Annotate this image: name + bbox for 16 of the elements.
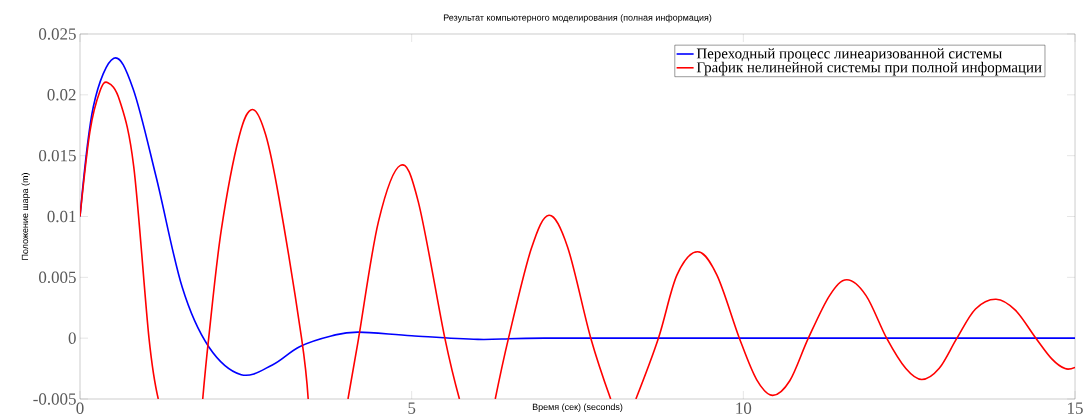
y-tick-label: 0.015 bbox=[39, 149, 76, 162]
y-tick-label: 0 bbox=[68, 332, 76, 344]
y-tick-label: 0.005 bbox=[39, 271, 76, 284]
x-tick-label: 15 bbox=[1068, 402, 1083, 414]
y-axis-title: Положение шара (m) bbox=[21, 173, 30, 260]
x-tick-label: 5 bbox=[408, 402, 416, 414]
legend-label: Переходный процесс линеаризованной системы bbox=[696, 48, 1002, 62]
x-axis-title: Время (сек) (seconds) bbox=[532, 403, 623, 412]
y-tick-label: -0.005 bbox=[33, 393, 76, 405]
chart-title: Результат компьютерного моделирования (полная информация) bbox=[443, 14, 712, 23]
y-tick-label: 0.025 bbox=[39, 28, 76, 40]
x-tick-label: 0 bbox=[76, 402, 84, 414]
x-tick-label: 10 bbox=[736, 402, 752, 414]
y-tick-label: 0.01 bbox=[47, 210, 76, 223]
y-tick-label: 0.02 bbox=[47, 89, 76, 101]
legend-label: График нелинейной системы при полной информации bbox=[696, 61, 1042, 76]
